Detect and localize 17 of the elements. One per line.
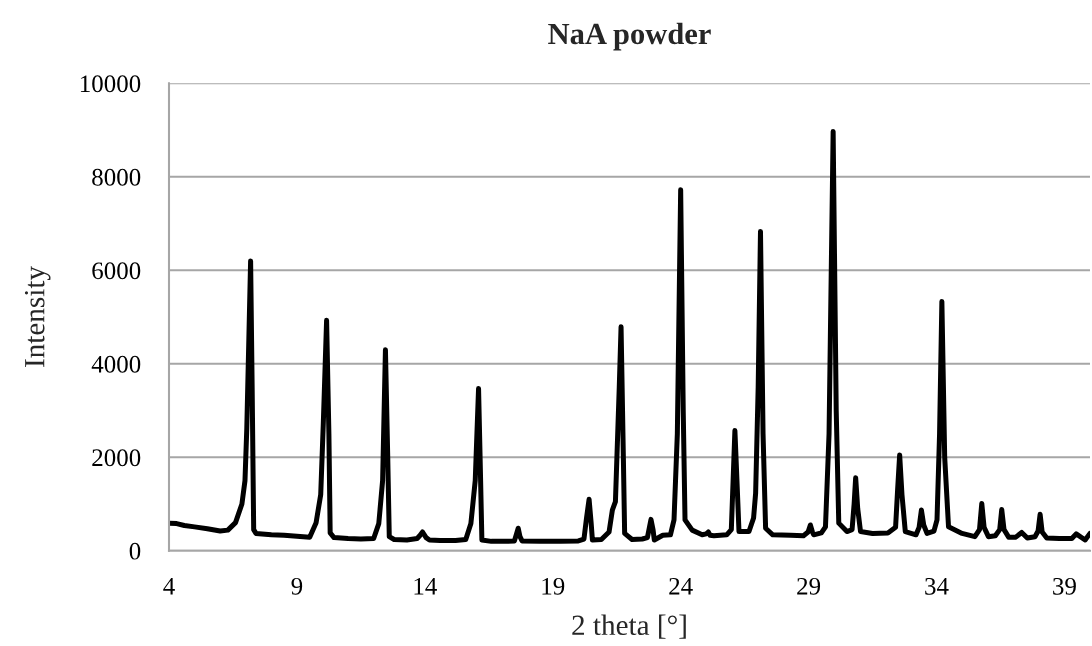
x-tick-label: 14 (414, 577, 437, 595)
y-tick-label: 10000 (80, 75, 141, 93)
x-tick-label: 39 (1053, 577, 1076, 595)
y-axis-title: Intensity (24, 266, 51, 367)
x-axis-title: 2 theta [°] (572, 614, 686, 639)
x-tick-label: 34 (925, 577, 949, 595)
x-tick-label: 4 (163, 577, 175, 595)
x-tick-label: 19 (542, 577, 565, 595)
y-tick-label: 0 (129, 542, 141, 560)
chart-title: NaA powder (548, 22, 711, 51)
y-tick-label: 6000 (92, 262, 141, 280)
x-tick-label: 24 (669, 577, 693, 595)
y-tick-label: 2000 (92, 449, 141, 467)
x-tick-label: 29 (797, 577, 821, 595)
y-tick-label: 4000 (91, 355, 141, 373)
y-tick-label: 8000 (92, 168, 141, 186)
x-tick-label: 9 (291, 577, 303, 595)
